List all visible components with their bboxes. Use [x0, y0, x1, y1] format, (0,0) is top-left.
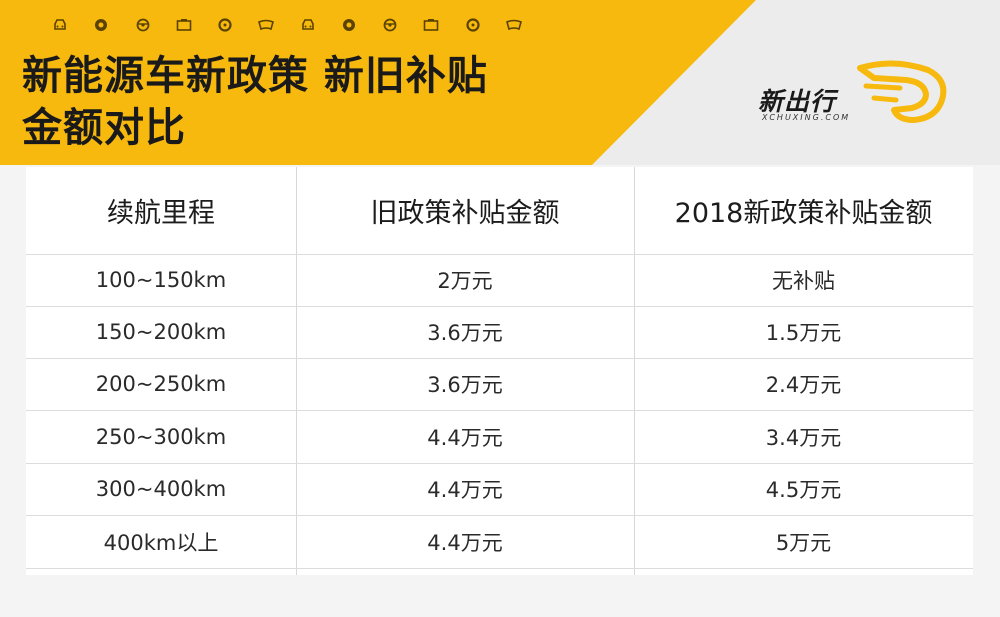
table-cell-range: 300~400km [95, 477, 227, 501]
logo-url: XCHUXING.COM [762, 113, 851, 122]
table-cell-new-subsidy: 1.5万元 [765, 321, 842, 345]
table-cell-new-subsidy: 无补贴 [772, 269, 835, 293]
table-cell-old-subsidy: 4.4万元 [427, 530, 503, 555]
row-divider [26, 568, 973, 569]
page-title-line-2: 金额对比 [22, 105, 186, 151]
page-title-line-1: 新能源车新政策 新旧补贴 [22, 53, 488, 99]
wing-logo-icon [857, 60, 947, 123]
table-cell-new-subsidy: 2.4万元 [765, 373, 842, 397]
row-divider [26, 410, 973, 411]
table-cell-range: 400km以上 [103, 530, 219, 555]
column-header-old-subsidy: 旧政策补贴金额 [370, 198, 560, 229]
table-cell-range: 250~300km [95, 424, 227, 449]
column-header-range: 续航里程 [107, 198, 215, 229]
row-divider [26, 515, 973, 516]
tire-icon [466, 18, 480, 32]
table-cell-range: 200~250km [95, 372, 227, 396]
table-cell-new-subsidy: 5万元 [775, 530, 832, 555]
row-divider [26, 358, 973, 359]
table-cell-range: 150~200km [95, 320, 227, 344]
table-cell-old-subsidy: 4.4万元 [427, 425, 503, 450]
table-cell-old-subsidy: 3.6万元 [427, 373, 503, 397]
windshield-icon [505, 19, 522, 31]
row-divider [26, 306, 973, 307]
table-cell-old-subsidy: 2万元 [437, 269, 493, 293]
steering-wheel-icon [136, 18, 149, 32]
column-divider [634, 167, 635, 575]
logo-name: 新出行 [758, 87, 837, 116]
battery-icon [424, 19, 439, 31]
car-front-icon [54, 19, 66, 30]
row-divider [26, 463, 973, 464]
brand-logo: 新出行 XCHUXING.COM [756, 60, 956, 130]
wheel-icon [95, 19, 108, 31]
column-divider [296, 167, 297, 575]
windshield-icon [258, 19, 275, 31]
table-cell-range: 100~150km [95, 268, 227, 292]
steering-wheel-icon [383, 18, 397, 32]
table-cell-old-subsidy: 3.6万元 [427, 321, 503, 345]
decorative-icon-row [52, 14, 522, 36]
table-cell-new-subsidy: 3.4万元 [765, 425, 842, 450]
row-divider [26, 254, 973, 255]
wheel-icon [342, 19, 355, 31]
column-header-new-subsidy: 2018新政策补贴金额 [674, 198, 933, 229]
subsidy-table: 续航里程 旧政策补贴金额 2018新政策补贴金额 100~150km 2万元 无… [26, 167, 973, 575]
table-cell-old-subsidy: 4.4万元 [427, 478, 503, 502]
tire-icon [218, 18, 232, 32]
table-cell-new-subsidy: 4.5万元 [765, 478, 842, 502]
car-front-icon [301, 19, 314, 30]
battery-icon [176, 19, 192, 31]
